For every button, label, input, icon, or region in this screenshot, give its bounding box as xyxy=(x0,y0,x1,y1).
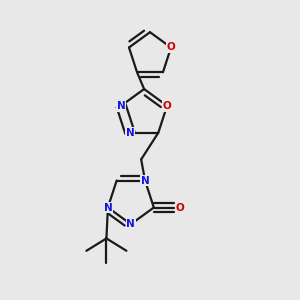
Text: O: O xyxy=(163,101,171,111)
Text: N: N xyxy=(103,202,112,212)
Text: N: N xyxy=(127,219,135,229)
Text: O: O xyxy=(176,202,184,212)
Text: O: O xyxy=(167,43,176,52)
Text: N: N xyxy=(141,176,149,185)
Text: N: N xyxy=(125,128,134,138)
Text: N: N xyxy=(117,101,125,111)
